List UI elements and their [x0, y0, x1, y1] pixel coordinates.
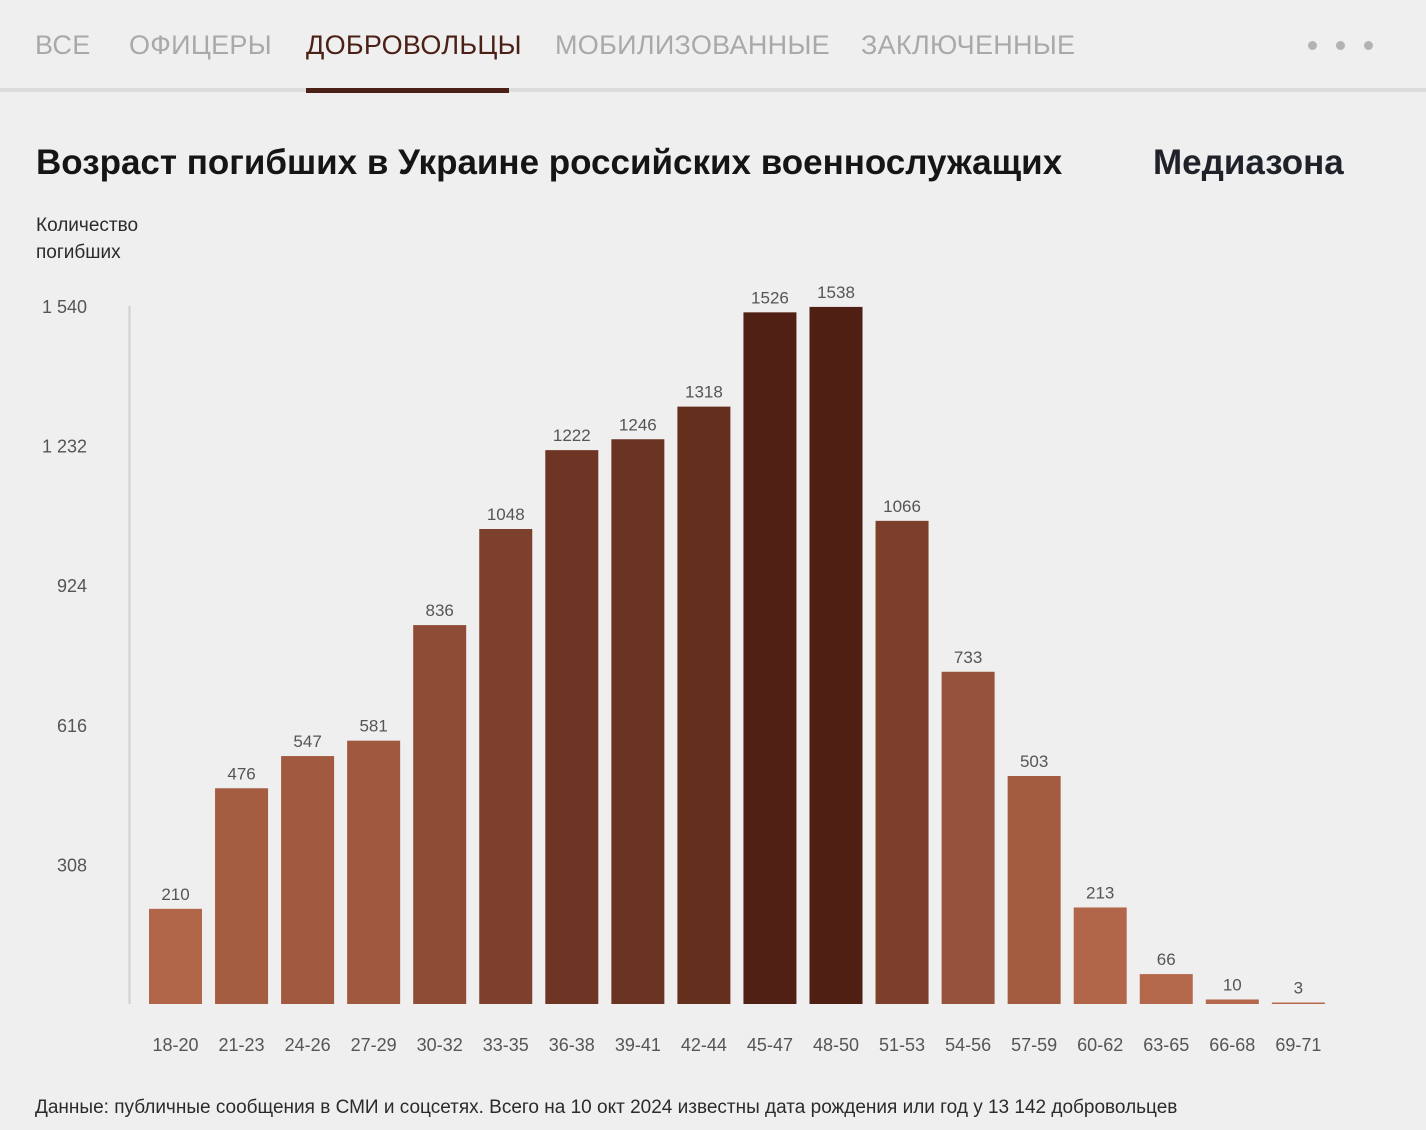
bar-value-label: 3 — [1294, 979, 1303, 998]
x-tick-label: 51-53 — [879, 1035, 925, 1055]
bar — [149, 908, 202, 1004]
y-axis-label: Количество погибших — [36, 215, 139, 263]
x-tick-label: 54-56 — [945, 1035, 991, 1055]
tab-officers[interactable]: ОФИЦЕРЫ — [129, 30, 272, 60]
x-tick-label: 18-20 — [152, 1035, 198, 1055]
bar-chart: 308 616 924 1 232 1 540 210 18-20 476 21-23 547 24… — [42, 283, 1325, 1055]
y-tick-label: 1 540 — [42, 297, 87, 317]
bar-value-label: 66 — [1157, 950, 1176, 969]
x-tick-label: 48-50 — [813, 1035, 859, 1055]
bar-value-label: 1318 — [685, 383, 723, 402]
bar — [1139, 974, 1193, 1004]
brand-logo: Медиазона — [1153, 143, 1344, 182]
y-tick-label: 1 232 — [42, 437, 87, 457]
bar — [545, 450, 599, 1005]
bar-value-label: 836 — [426, 601, 454, 620]
x-tick-label: 57-59 — [1011, 1035, 1057, 1055]
x-tick-label: 42-44 — [681, 1035, 727, 1055]
x-tick-label: 30-32 — [417, 1035, 463, 1055]
bar-value-label: 210 — [161, 885, 189, 904]
tab-mobilized[interactable]: МОБИЛИЗОВАННЫЕ — [555, 30, 830, 60]
bar — [413, 625, 467, 1004]
bar-value-label: 1538 — [817, 283, 855, 302]
y-tick-label: 924 — [57, 576, 87, 596]
bar — [611, 439, 665, 1005]
bar — [479, 528, 533, 1004]
bar-value-label: 10 — [1223, 975, 1242, 994]
x-tick-label: 27-29 — [351, 1035, 397, 1055]
bar-value-label: 1526 — [751, 288, 789, 307]
bar — [347, 740, 401, 1004]
bar-value-label: 1066 — [883, 497, 921, 516]
x-tick-label: 24-26 — [285, 1035, 331, 1055]
bar — [1073, 907, 1127, 1004]
bar — [1205, 999, 1259, 1004]
x-tick-label: 36-38 — [549, 1035, 595, 1055]
x-tick-label: 21-23 — [219, 1035, 265, 1055]
bar-value-label: 733 — [954, 648, 982, 667]
x-tick-label: 33-35 — [483, 1035, 529, 1055]
bar-value-label: 213 — [1086, 883, 1114, 902]
x-tick-label: 39-41 — [615, 1035, 661, 1055]
x-tick-label: 69-71 — [1275, 1035, 1321, 1055]
bar — [281, 756, 335, 1004]
bar — [743, 312, 797, 1004]
active-tab-indicator — [306, 88, 509, 93]
tab-bar: ВСЕ ОФИЦЕРЫ ДОБРОВОЛЬЦЫ МОБИЛИЗОВАННЫЕ З… — [0, 0, 1426, 93]
bar-value-label: 503 — [1020, 752, 1048, 771]
tab-volunteers[interactable]: ДОБРОВОЛЬЦЫ — [306, 30, 522, 60]
bar — [215, 788, 269, 1004]
bar — [1271, 1002, 1325, 1004]
bar — [875, 520, 929, 1004]
bar — [941, 671, 995, 1004]
bar-value-label: 1222 — [553, 426, 591, 445]
x-tick-label: 45-47 — [747, 1035, 793, 1055]
y-tick-label: 616 — [57, 716, 87, 736]
y-tick-label: 308 — [57, 855, 87, 875]
x-tick-label: 63-65 — [1143, 1035, 1189, 1055]
bar-value-label: 581 — [359, 717, 387, 736]
bar — [1007, 776, 1061, 1004]
chart-title: Возраст погибших в Украине российских во… — [36, 143, 1063, 182]
tab-prisoners[interactable]: ЗАКЛЮЧЕННЫЕ — [861, 30, 1076, 60]
x-tick-label: 60-62 — [1077, 1035, 1123, 1055]
bar-value-label: 1246 — [619, 415, 657, 434]
bar-value-label: 476 — [227, 764, 255, 783]
bar-value-label: 1048 — [487, 505, 525, 524]
more-horizontal-icon[interactable] — [1300, 38, 1380, 54]
bar — [677, 406, 731, 1004]
bar — [809, 306, 863, 1004]
bar-value-label: 547 — [293, 732, 321, 751]
x-tick-label: 66-68 — [1209, 1035, 1255, 1055]
footnote: Данные: публичные сообщения в СМИ и соцс… — [35, 1097, 1178, 1118]
tab-all[interactable]: ВСЕ — [35, 30, 91, 60]
